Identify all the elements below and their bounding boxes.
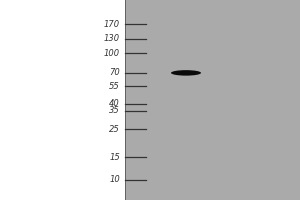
Text: 40: 40 <box>109 99 120 108</box>
Text: 100: 100 <box>104 49 120 58</box>
FancyBboxPatch shape <box>124 0 300 200</box>
Text: 35: 35 <box>109 106 120 115</box>
Text: 130: 130 <box>104 34 120 43</box>
Text: 70: 70 <box>109 68 120 77</box>
Text: 55: 55 <box>109 82 120 91</box>
Text: 25: 25 <box>109 125 120 134</box>
Text: 170: 170 <box>104 20 120 29</box>
Ellipse shape <box>171 70 201 76</box>
Text: 10: 10 <box>109 175 120 184</box>
Text: 15: 15 <box>109 153 120 162</box>
